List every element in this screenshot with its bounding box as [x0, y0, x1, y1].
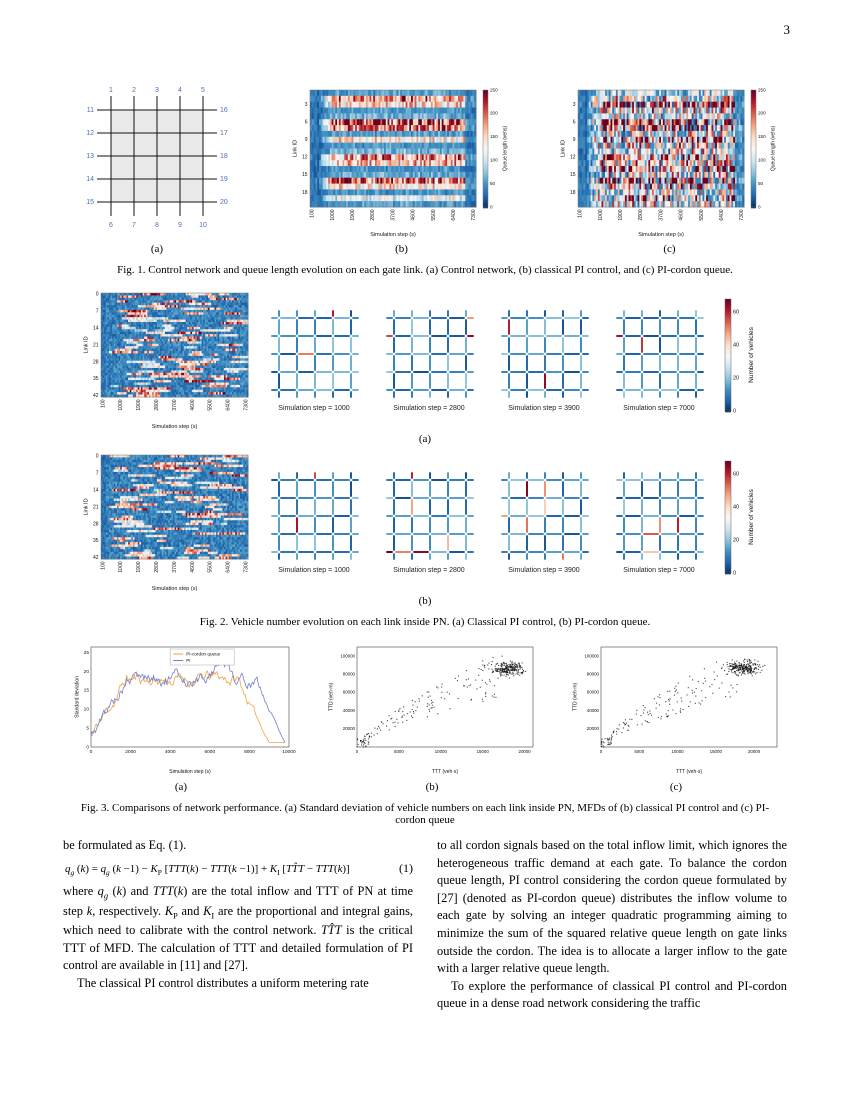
body-text: be formulated as Eq. (1). qg (k) = qg (k…	[0, 837, 850, 1013]
fig2b-snapshot-1: Simulation step = 1000	[261, 470, 367, 574]
fig2a-snapshot-label-4: Simulation step = 7000	[623, 405, 695, 412]
fig3b-mfd-scatter-classical-pi	[323, 639, 541, 777]
figure-3: (a) (b) (c)	[0, 639, 850, 793]
fig2b-row: Simulation step = 1000 Simulation step =…	[0, 451, 850, 593]
fig3a-subfigure: (a)	[65, 639, 297, 793]
fig2-caption: Fig. 2. Vehicle number evolution on each…	[199, 616, 651, 628]
fig2a-network-plot-3	[491, 308, 597, 404]
fig2b-snapshot-4: Simulation step = 7000	[606, 470, 712, 574]
fig1a-subfigure: (a)	[64, 84, 250, 255]
left-paragraph-2: where qg (k) and TTT(k) are the total in…	[63, 884, 414, 973]
fig3c-mfd-scatter-pi-cordon	[567, 639, 785, 777]
fig2a-snapshot-3: Simulation step = 3900	[491, 308, 597, 412]
fig1a-control-network-plot	[64, 84, 250, 239]
right-paragraph-1: to all cordon signals based on the total…	[437, 838, 787, 976]
fig2a-snapshot-4: Simulation step = 7000	[606, 308, 712, 412]
fig3c-subfigure: (c)	[567, 639, 785, 793]
fig3c-label: (c)	[669, 781, 683, 793]
figure-2: Simulation step = 1000 Simulation step =…	[0, 289, 850, 628]
fig2b-network-plot-4	[606, 470, 712, 566]
fig2a-snapshot-1: Simulation step = 1000	[261, 308, 367, 412]
fig3b-label: (b)	[425, 781, 439, 793]
fig2b-label: (b)	[418, 595, 432, 607]
fig1c-heatmap-pi-cordon-queue	[553, 84, 786, 239]
fig2a-network-plot-1	[261, 308, 367, 404]
fig2a-colorbar	[721, 295, 774, 425]
fig2a-label: (a)	[418, 433, 432, 445]
fig1-caption: Fig. 1. Control network and queue length…	[117, 264, 733, 276]
fig2a-snapshot-label-1: Simulation step = 1000	[278, 405, 350, 412]
fig2a-snapshot-label-2: Simulation step = 2800	[393, 405, 465, 412]
fig2b-network-plot-2	[376, 470, 482, 566]
fig1b-subfigure: (b)	[285, 84, 518, 255]
equation-1: qg (k) = qg (k −1) − KP [TTT(k) − TTT(k …	[65, 862, 350, 877]
right-paragraph-2: To explore the performance of classical …	[437, 978, 787, 1011]
fig2a-snapshot-2: Simulation step = 2800	[376, 308, 482, 412]
fig2b-snapshot-label-4: Simulation step = 7000	[623, 567, 695, 574]
fig2b-heatmap	[76, 451, 252, 593]
fig1a-label: (a)	[150, 243, 164, 255]
page-number: 3	[783, 22, 791, 37]
left-column: be formulated as Eq. (1). qg (k) = qg (k…	[63, 837, 413, 1013]
fig3a-label: (a)	[174, 781, 188, 793]
fig2b-snapshot-label-2: Simulation step = 2800	[393, 567, 465, 574]
fig3b-subfigure: (b)	[323, 639, 541, 793]
fig2b-network-plot-1	[261, 470, 367, 566]
figure-1: (a) (b) (c)	[0, 84, 850, 255]
fig2a-heatmap	[76, 289, 252, 431]
fig2a-network-plot-4	[606, 308, 712, 404]
equation-1-number: (1)	[399, 860, 413, 875]
fig2b-snapshot-label-1: Simulation step = 1000	[278, 567, 350, 574]
fig1b-heatmap-classical-pi	[285, 84, 518, 239]
fig1c-label: (c)	[663, 243, 676, 255]
fig1b-label: (b)	[395, 243, 408, 255]
fig2a-row: Simulation step = 1000 Simulation step =…	[0, 289, 850, 431]
fig1c-subfigure: (c)	[553, 84, 786, 255]
fig2b-snapshot-label-3: Simulation step = 3900	[508, 567, 580, 574]
fig2a-snapshot-label-3: Simulation step = 3900	[508, 405, 580, 412]
fig3-caption: Fig. 3. Comparisons of network performan…	[80, 802, 770, 826]
left-paragraph-1: be formulated as Eq. (1).	[63, 838, 187, 852]
fig2b-network-plot-3	[491, 470, 597, 566]
fig2b-snapshot-2: Simulation step = 2800	[376, 470, 482, 574]
fig2a-network-plot-2	[376, 308, 482, 404]
left-paragraph-3: The classical PI control distributes a u…	[77, 976, 369, 990]
fig3a-std-deviation-line-chart	[65, 639, 297, 777]
fig2b-colorbar	[721, 457, 774, 587]
fig2b-snapshot-3: Simulation step = 3900	[491, 470, 597, 574]
equation-1-row: qg (k) = qg (k −1) − KP [TTT(k) − TTT(k …	[65, 860, 413, 879]
right-column: to all cordon signals based on the total…	[437, 837, 787, 1013]
